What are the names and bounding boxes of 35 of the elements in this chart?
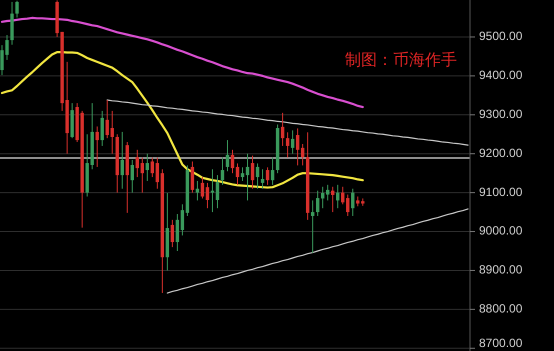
candlestick [270, 157, 274, 186]
y-tick-label: 8900.00 [479, 262, 523, 277]
candlestick [280, 112, 284, 146]
candlestick [170, 219, 174, 248]
annotation: 制图：币海作手 [345, 51, 457, 69]
line-series [0, 16, 364, 108]
candlestick [240, 166, 244, 182]
candlestick [210, 168, 214, 213]
candlestick [290, 130, 294, 154]
y-tick-label: 8800.00 [479, 302, 523, 316]
candlestick [310, 200, 314, 254]
candlestick [260, 168, 264, 190]
candlestick [130, 159, 134, 194]
candlestick [336, 184, 340, 209]
candlestick [331, 186, 334, 213]
candlestick [120, 131, 124, 190]
line-series [106, 99, 469, 146]
candlestick [100, 110, 104, 146]
candlestick [96, 126, 99, 168]
candlestick [196, 180, 200, 201]
candlestick [146, 153, 150, 182]
y-tick-label: 9200.00 [479, 146, 523, 160]
y-tick-label: 9300.00 [479, 106, 523, 121]
candlestick [286, 132, 290, 158]
candlestick [190, 160, 194, 194]
line-series [166, 208, 469, 294]
y-tick-label: 9400.00 [479, 68, 523, 82]
candlestick [5, 34, 9, 60]
candlestick [351, 188, 354, 216]
y-tick-label: 9000.00 [479, 224, 523, 238]
candlestick [266, 166, 270, 186]
y-tick-label: 9100.00 [479, 184, 523, 199]
line-series [0, 51, 364, 189]
y-tick-label: 9500.00 [479, 29, 523, 44]
y-tick-label: 8700.00 [479, 336, 523, 350]
